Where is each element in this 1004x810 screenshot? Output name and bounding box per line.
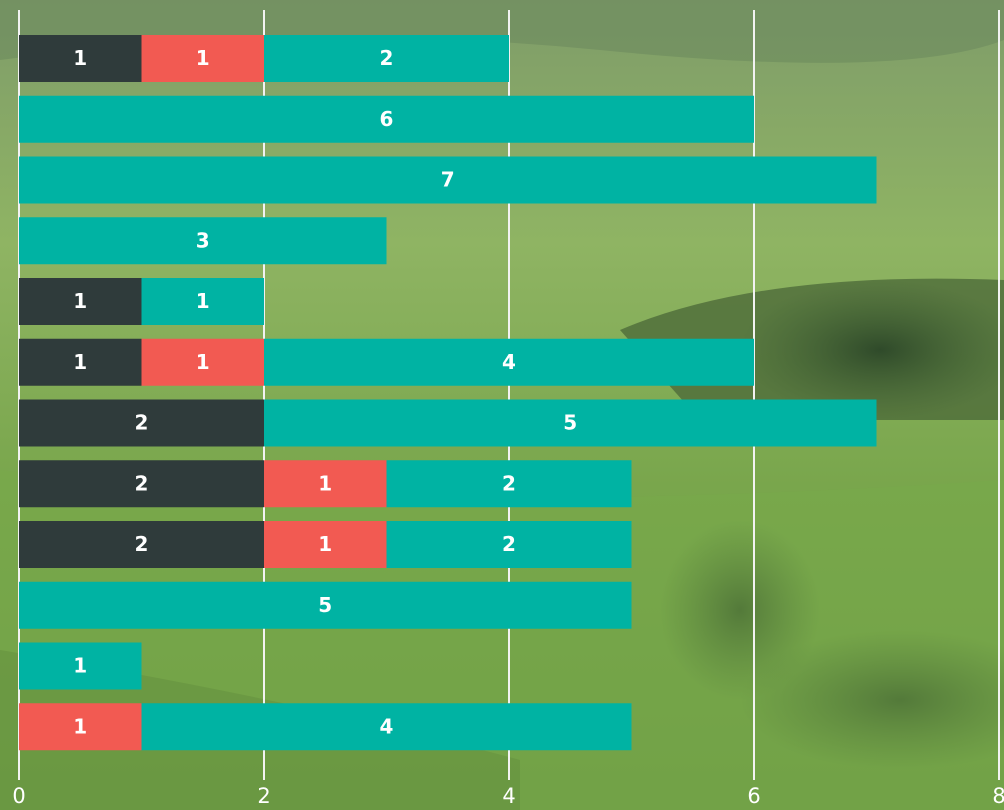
- value-label: 1: [73, 289, 87, 313]
- value-label: 1: [196, 289, 210, 313]
- value-label: 1: [318, 471, 332, 495]
- value-label: 2: [135, 471, 149, 495]
- value-label: 2: [135, 532, 149, 556]
- value-label: 1: [196, 46, 210, 70]
- value-label: 1: [73, 46, 87, 70]
- x-tick-label: 0: [12, 784, 25, 808]
- value-label: 2: [502, 532, 516, 556]
- value-label: 4: [380, 714, 394, 738]
- value-label: 6: [380, 107, 394, 131]
- value-label: 1: [73, 654, 87, 678]
- value-label: 1: [318, 532, 332, 556]
- value-label: 1: [73, 714, 87, 738]
- value-label: 1: [73, 350, 87, 374]
- value-label: 2: [135, 411, 149, 435]
- value-label: 5: [563, 411, 577, 435]
- value-label: 7: [441, 168, 455, 192]
- value-label: 1: [196, 350, 210, 374]
- value-label: 4: [502, 350, 516, 374]
- value-label: 5: [318, 593, 332, 617]
- x-tick-label: 6: [747, 784, 760, 808]
- x-tick-label: 2: [257, 784, 270, 808]
- value-label: 3: [196, 228, 210, 252]
- value-label: 2: [380, 46, 394, 70]
- chart: 1 1 2 6 7 3 1 1 1 1 4 2 5 2 1 2 2 1 2 5 1 1 4 0 2 4 6 8: [0, 0, 1004, 810]
- x-tick-label: 4: [502, 784, 515, 808]
- x-tick-label: 8: [992, 784, 1004, 808]
- value-label: 2: [502, 471, 516, 495]
